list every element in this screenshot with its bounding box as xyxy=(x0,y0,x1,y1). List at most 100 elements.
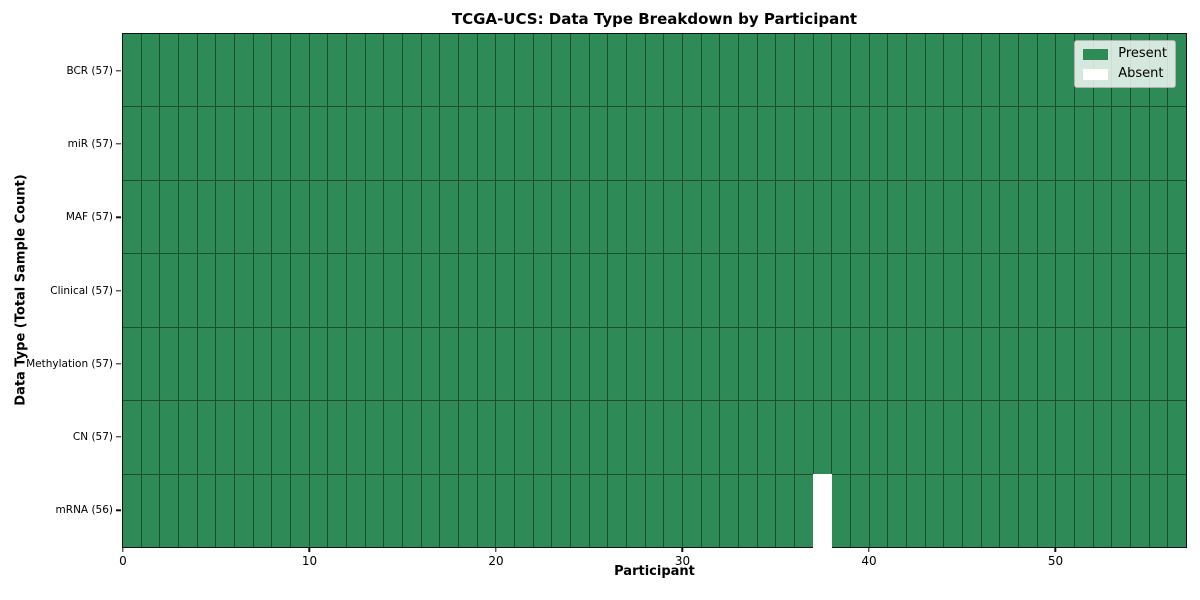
heatmap-cell xyxy=(123,327,141,401)
heatmap-cell xyxy=(533,327,552,401)
heatmap-cell xyxy=(570,474,589,547)
heatmap-cell xyxy=(981,401,1000,474)
heatmap-cell xyxy=(813,180,832,254)
heatmap-cell-absent xyxy=(812,473,833,549)
heatmap-cell xyxy=(608,254,626,327)
heatmap-cell xyxy=(1018,180,1037,254)
heatmap-cell xyxy=(925,180,944,254)
heatmap-cell xyxy=(440,474,458,547)
heatmap-cell xyxy=(888,474,906,547)
heatmap-cell xyxy=(346,107,365,180)
heatmap-cell xyxy=(234,474,253,547)
heatmap-cell xyxy=(962,254,981,327)
heatmap-cell xyxy=(421,254,440,327)
heatmap-cell xyxy=(309,327,328,401)
heatmap-cell xyxy=(570,401,589,474)
heatmap-cell xyxy=(160,401,178,474)
heatmap-cell xyxy=(365,180,384,254)
heatmap-cell xyxy=(384,180,402,254)
heatmap-cell xyxy=(869,107,888,180)
heatmap-cell xyxy=(160,474,178,547)
heatmap-cell xyxy=(776,107,794,180)
heatmap-cell xyxy=(216,180,234,254)
heatmap-cell xyxy=(944,401,962,474)
heatmap-cell xyxy=(1130,254,1149,327)
heatmap-cell xyxy=(1000,107,1018,180)
heatmap-cell xyxy=(962,34,981,107)
heatmap-cell xyxy=(477,180,496,254)
heatmap-cell xyxy=(1018,401,1037,474)
heatmap-cell xyxy=(458,254,477,327)
heatmap-cell xyxy=(440,401,458,474)
heatmap-cell xyxy=(776,254,794,327)
heatmap-cell xyxy=(141,254,160,327)
heatmap-cell xyxy=(197,474,216,547)
heatmap-cell xyxy=(720,34,738,107)
heatmap-cell xyxy=(477,401,496,474)
heatmap-cell xyxy=(794,254,813,327)
heatmap-cell xyxy=(944,180,962,254)
x-tick-label: 0 xyxy=(119,554,127,568)
heatmap-cell xyxy=(906,107,925,180)
heatmap-cell xyxy=(1037,254,1056,327)
x-axis-title: Participant xyxy=(614,564,695,579)
heatmap-cell xyxy=(514,474,533,547)
legend-label-present: Present xyxy=(1118,46,1167,61)
heatmap-cell xyxy=(197,34,216,107)
heatmap-cell xyxy=(757,254,776,327)
heatmap-cell xyxy=(123,401,141,474)
heatmap-cell xyxy=(682,180,701,254)
heatmap-cell xyxy=(850,254,869,327)
heatmap-cell xyxy=(123,180,141,254)
heatmap-cell xyxy=(496,474,514,547)
heatmap-cell xyxy=(552,474,570,547)
heatmap-cell xyxy=(234,107,253,180)
heatmap-cell xyxy=(253,180,272,254)
heatmap-cell xyxy=(962,107,981,180)
heatmap-cell xyxy=(552,180,570,254)
heatmap-cell xyxy=(962,327,981,401)
heatmap-cell xyxy=(1168,327,1186,401)
heatmap-cell xyxy=(981,34,1000,107)
heatmap-cell xyxy=(1093,401,1112,474)
heatmap-cell xyxy=(888,401,906,474)
heatmap-cell xyxy=(402,327,421,401)
heatmap-cell xyxy=(1018,34,1037,107)
heatmap-cell xyxy=(384,107,402,180)
x-tick-label: 20 xyxy=(488,554,504,568)
heatmap-cell xyxy=(1093,254,1112,327)
heatmap-cell xyxy=(813,401,832,474)
heatmap-cell xyxy=(944,327,962,401)
heatmap-cell xyxy=(1018,107,1037,180)
heatmap-cell xyxy=(589,34,608,107)
heatmap-cell xyxy=(309,401,328,474)
y-tick-mark xyxy=(116,509,121,512)
heatmap-cell xyxy=(290,180,309,254)
heatmap-cell xyxy=(160,254,178,327)
heatmap-cell xyxy=(794,180,813,254)
heatmap-cell xyxy=(514,327,533,401)
heatmap-cell xyxy=(888,34,906,107)
heatmap-cell xyxy=(421,474,440,547)
x-tick-mark xyxy=(681,547,684,552)
heatmap-cell xyxy=(421,107,440,180)
heatmap-cell xyxy=(664,34,682,107)
heatmap-cell xyxy=(253,327,272,401)
heatmap-cell xyxy=(346,474,365,547)
heatmap-cell xyxy=(1074,327,1093,401)
heatmap-cell xyxy=(552,401,570,474)
y-tick-label: miR (57) xyxy=(67,137,113,150)
heatmap-cell xyxy=(608,401,626,474)
heatmap-cell xyxy=(925,254,944,327)
heatmap-cell xyxy=(794,34,813,107)
heatmap-cell xyxy=(832,180,850,254)
heatmap-cell xyxy=(906,401,925,474)
heatmap-cell xyxy=(850,327,869,401)
heatmap-cell xyxy=(720,107,738,180)
heatmap-cell xyxy=(290,401,309,474)
heatmap-cell xyxy=(570,107,589,180)
heatmap-cell xyxy=(440,254,458,327)
heatmap-cell xyxy=(981,254,1000,327)
heatmap-cell xyxy=(216,327,234,401)
heatmap-cell xyxy=(608,34,626,107)
